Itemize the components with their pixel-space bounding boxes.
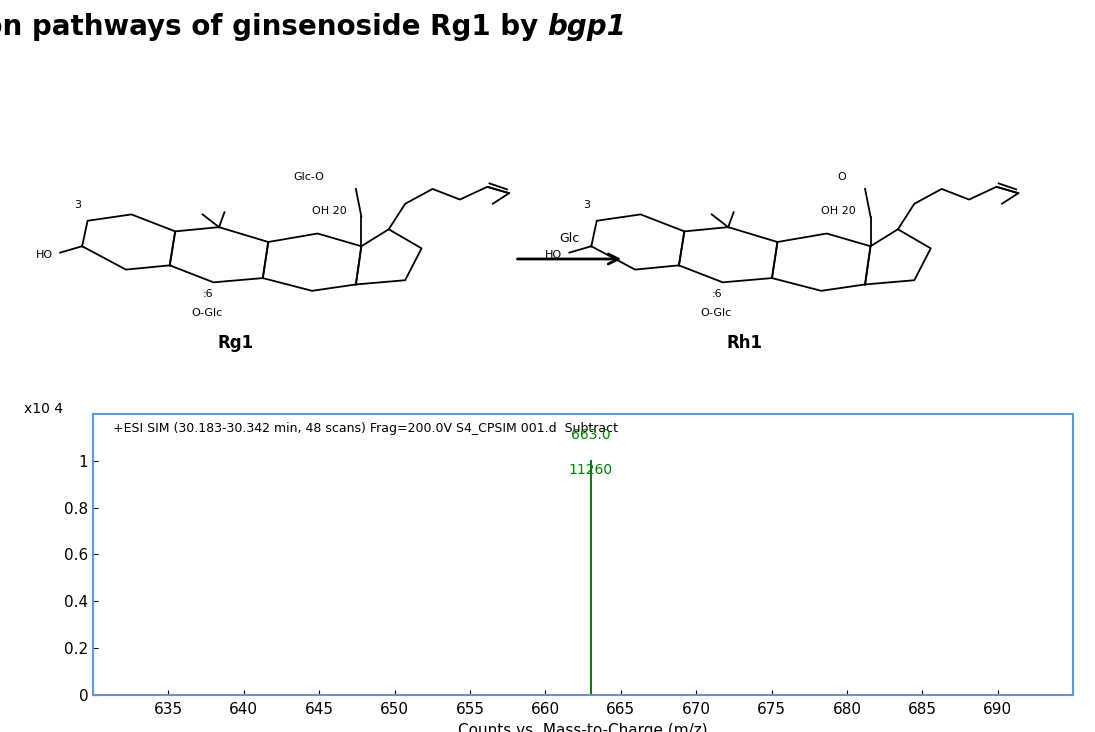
Text: 3: 3	[584, 200, 590, 210]
X-axis label: Counts vs. Mass-to-Charge (m/z): Counts vs. Mass-to-Charge (m/z)	[459, 723, 707, 732]
Text: :6: :6	[203, 289, 214, 299]
Text: +ESI SIM (30.183-30.342 min, 48 scans) Frag=200.0V S4_CPSIM 001.d  Subtract: +ESI SIM (30.183-30.342 min, 48 scans) F…	[113, 422, 618, 435]
Text: 3: 3	[74, 200, 81, 210]
Text: OH 20: OH 20	[821, 206, 856, 217]
Text: O: O	[838, 173, 846, 182]
Text: x10 4: x10 4	[24, 403, 64, 417]
Text: 663.0: 663.0	[570, 427, 610, 441]
Text: Biotransformation pathways of ginsenoside Rg1 by: Biotransformation pathways of ginsenosid…	[0, 12, 548, 41]
Text: OH 20: OH 20	[312, 206, 347, 217]
Text: O-Glc: O-Glc	[192, 308, 223, 318]
Text: Glc-O: Glc-O	[293, 173, 324, 182]
Text: bgp1: bgp1	[548, 12, 626, 41]
Text: :6: :6	[712, 289, 723, 299]
Text: HO: HO	[544, 250, 562, 260]
Text: 11260: 11260	[568, 463, 613, 477]
Text: Glc: Glc	[560, 232, 579, 245]
Text: Rg1: Rg1	[218, 334, 253, 352]
Text: O-Glc: O-Glc	[701, 308, 733, 318]
Text: Rh1: Rh1	[727, 334, 762, 352]
Text: HO: HO	[35, 250, 53, 260]
